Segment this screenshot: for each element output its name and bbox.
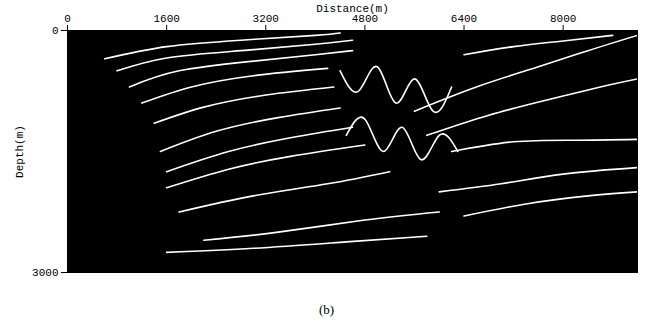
svg-text:Depth(m): Depth(m) bbox=[14, 125, 26, 178]
svg-text:Distance(m): Distance(m) bbox=[316, 3, 389, 15]
svg-text:3000: 3000 bbox=[32, 267, 58, 279]
svg-text:6400: 6400 bbox=[451, 13, 477, 25]
svg-text:4800: 4800 bbox=[351, 12, 379, 25]
html-text:(b): (b) bbox=[318, 302, 335, 317]
svg-text:3200: 3200 bbox=[253, 13, 279, 25]
svg-text:0: 0 bbox=[64, 13, 71, 25]
svg-text:0: 0 bbox=[52, 25, 59, 37]
svg-text:8000: 8000 bbox=[550, 13, 576, 25]
svg-text:1600: 1600 bbox=[153, 13, 179, 25]
